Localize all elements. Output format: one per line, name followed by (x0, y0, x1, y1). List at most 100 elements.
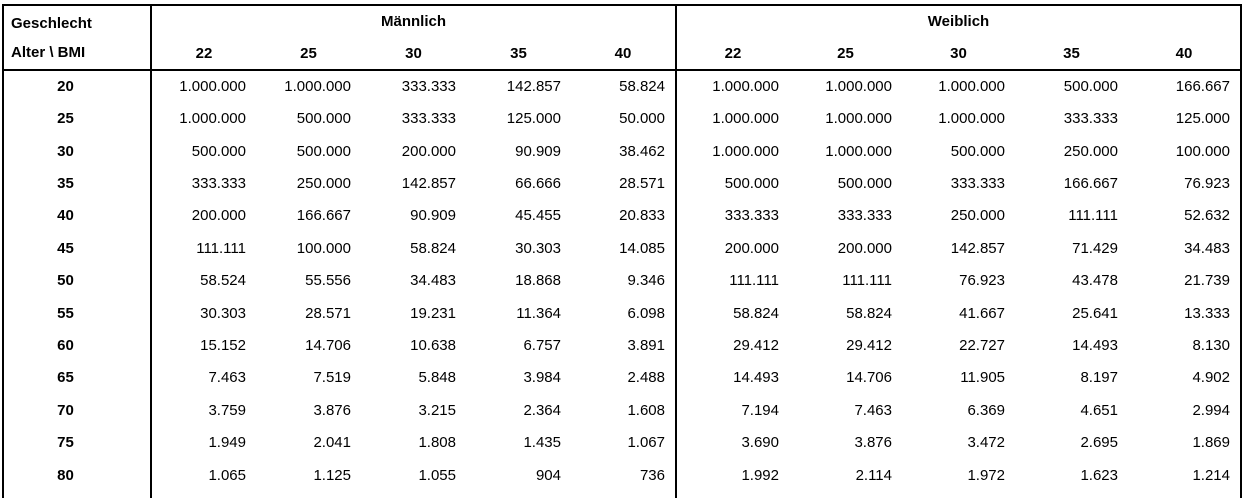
value-cell-weiblich: 250.000 (1063, 142, 1118, 160)
value-cell-weiblich: 25.641 (1072, 304, 1118, 322)
value-cell-maennlich: 500.000 (296, 142, 351, 160)
value-cell-maennlich: 50.000 (619, 110, 665, 128)
value-cell-maennlich: 58.524 (150, 265, 256, 298)
bmi-header-weiblich-30: 30 (950, 44, 967, 62)
value-cell-maennlich: 200.000 (150, 200, 256, 233)
value-cell-weiblich: 3.690 (675, 427, 789, 460)
value-cell-weiblich: 76.923 (1184, 174, 1230, 192)
bmi-header-maennlich-30: 30 (405, 44, 422, 62)
value-cell-maennlich: 1.808 (418, 434, 456, 452)
bmi-header-weiblich-35: 35 (1063, 44, 1080, 62)
table-row: 35 333.333 250.000 142.857 66.666 28.571 500.0… (3, 168, 1241, 201)
table-row: 70 3.759 3.876 3.215 2.364 1.608 7.194 7.463 6.3… (3, 394, 1241, 428)
table-row: 20 1.000.000 1.000.000 333.333 142.857 58.824… (3, 70, 1241, 104)
value-cell-weiblich: 7.194 (675, 394, 789, 428)
age-cell: 40 (57, 207, 74, 225)
value-cell-maennlich: 142.857 (401, 174, 456, 192)
corner-header-alter-bmi: Alter \ BMI (11, 43, 86, 61)
value-cell-maennlich: 100.000 (296, 239, 351, 257)
value-cell-maennlich: 28.571 (305, 304, 351, 322)
value-cell-weiblich: 166.667 (1063, 174, 1118, 192)
value-cell-weiblich: 8.130 (1192, 336, 1230, 354)
value-cell-weiblich: 111.111 (842, 272, 892, 290)
value-cell-maennlich: 1.125 (313, 466, 351, 484)
value-cell-maennlich: 1.055 (418, 466, 456, 484)
value-cell-maennlich: 9.346 (627, 272, 665, 290)
table-row: 50 58.524 55.556 34.483 18.868 9.346 111.111 11… (3, 265, 1241, 298)
value-cell-maennlich: 650 (361, 492, 466, 498)
value-cell-weiblich: 21.739 (1184, 272, 1230, 290)
value-cell-weiblich: 3.472 (967, 434, 1005, 452)
value-cell-weiblich: 500.000 (675, 168, 789, 201)
value-cell-weiblich: 1.000.000 (675, 135, 789, 169)
value-cell-weiblich: 1.623 (1080, 466, 1118, 484)
value-cell-weiblich: 2.994 (1192, 401, 1230, 419)
age-cell: 35 (57, 174, 74, 192)
corner-header-geschlecht: Geschlecht (11, 14, 92, 32)
value-cell-maennlich: 333.333 (401, 77, 456, 95)
age-cell: 50 (57, 272, 74, 290)
geschlecht-alter-bmi-table: Geschlecht Alter \ BMI Männlich Weiblich… (2, 4, 1242, 498)
value-cell-weiblich: 7.463 (854, 401, 892, 419)
value-cell-weiblich: 333.333 (675, 200, 789, 233)
value-cell-weiblich: 1.000.000 (675, 103, 789, 136)
value-cell-weiblich: 125.000 (1175, 110, 1230, 128)
value-cell-weiblich: 14.493 (675, 362, 789, 395)
bmi-header-weiblich-25: 25 (837, 44, 854, 62)
value-cell-weiblich: 4.651 (1080, 401, 1118, 419)
value-cell-weiblich: 1.000.000 (825, 110, 892, 128)
value-cell-maennlich: 30.303 (515, 239, 561, 257)
value-cell-weiblich: 142.857 (950, 239, 1005, 257)
table-row: 65 7.463 7.519 5.848 3.984 2.488 14.493 14.706 1… (3, 362, 1241, 395)
value-cell-maennlich: 90.909 (515, 142, 561, 160)
age-cell: 25 (57, 110, 74, 128)
value-cell-weiblich: 500.000 (1063, 77, 1118, 95)
value-cell-maennlich: 628 (150, 492, 256, 498)
value-cell-weiblich: 1.000.000 (825, 142, 892, 160)
value-cell-weiblich: 2.114 (855, 466, 892, 484)
value-cell-weiblich: 1.992 (675, 459, 789, 493)
bmi-header-weiblich-40: 40 (1175, 44, 1193, 62)
value-cell-maennlich: 7.519 (313, 369, 351, 387)
value-cell-weiblich: 4.902 (1192, 369, 1230, 387)
value-cell-maennlich: 19.231 (410, 304, 456, 322)
value-cell-weiblich: 111.111 (1068, 207, 1118, 225)
age-cell: 70 (57, 401, 74, 419)
table-row: 75 1.949 2.041 1.808 1.435 1.067 3.690 3.876 3.4… (3, 427, 1241, 460)
table-body: 20 1.000.000 1.000.000 333.333 142.857 58.824… (3, 70, 1241, 498)
value-cell-weiblich: 1.160 (675, 492, 789, 498)
value-cell-maennlich: 2.488 (627, 369, 665, 387)
table-header: Geschlecht Alter \ BMI Männlich Weiblich… (3, 5, 1241, 70)
value-cell-maennlich: 1.608 (627, 401, 665, 419)
value-cell-weiblich: 29.412 (675, 330, 789, 363)
value-cell-weiblich: 71.429 (1072, 239, 1118, 257)
table-row: 45 111.111 100.000 58.824 30.303 14.085 200.00… (3, 232, 1241, 266)
table-row: 30 500.000 500.000 200.000 90.909 38.462 1.000… (3, 135, 1241, 169)
value-cell-weiblich: 29.412 (846, 336, 892, 354)
value-cell-maennlich: 20.833 (619, 207, 665, 225)
corner-header-cell: Geschlecht Alter \ BMI (3, 5, 151, 70)
value-cell-maennlich: 601 (466, 492, 571, 498)
age-cell: 20 (57, 77, 74, 95)
value-cell-weiblich: 14.706 (846, 369, 892, 387)
value-cell-maennlich: 1.000.000 (150, 70, 256, 104)
value-cell-weiblich: 1.000.000 (825, 77, 892, 95)
value-cell-maennlich: 6.098 (627, 304, 665, 322)
value-cell-weiblich: 8.197 (1080, 369, 1118, 387)
value-cell-maennlich: 736 (639, 466, 665, 484)
age-cell: 60 (57, 336, 74, 354)
value-cell-maennlich: 1.000.000 (284, 77, 351, 95)
value-cell-weiblich: 1.188 (902, 492, 1015, 498)
value-cell-maennlich: 14.085 (619, 239, 665, 257)
value-cell-maennlich: 904 (535, 466, 561, 484)
value-cell-weiblich: 1.214 (1192, 466, 1230, 484)
value-cell-weiblich: 200.000 (675, 232, 789, 266)
value-cell-maennlich: 1.000.000 (150, 103, 256, 136)
value-cell-maennlich: 18.868 (515, 272, 561, 290)
group-header-maennlich: Männlich (150, 5, 676, 39)
value-cell-maennlich: 2.041 (313, 434, 351, 452)
value-cell-maennlich: 500.000 (296, 110, 351, 128)
age-cell: 55 (57, 304, 74, 322)
value-cell-maennlich: 28.571 (619, 174, 665, 192)
value-cell-maennlich: 537 (571, 492, 676, 498)
